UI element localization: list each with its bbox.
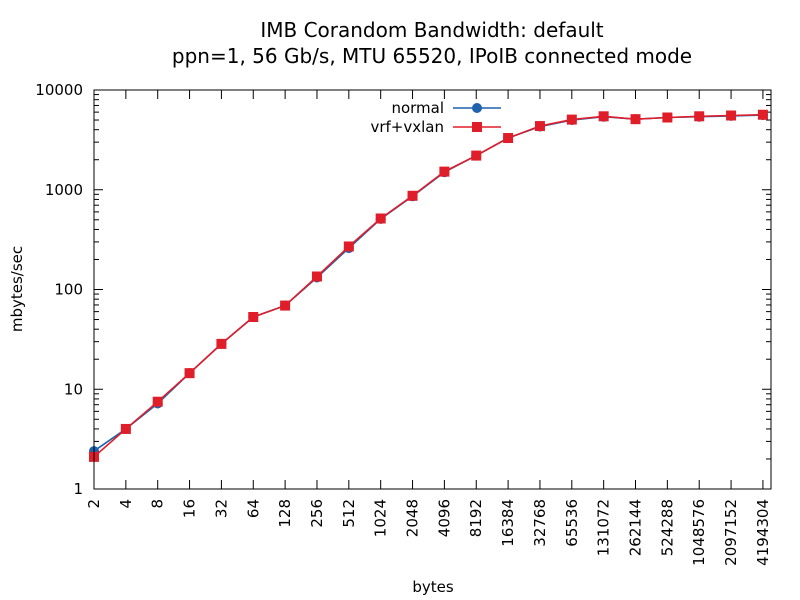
- data-point: [471, 150, 482, 161]
- series-layer: [89, 109, 768, 462]
- data-point: [248, 312, 259, 323]
- legend-marker: [472, 122, 482, 132]
- x-tick-label: 512: [340, 499, 358, 528]
- data-point: [598, 111, 609, 122]
- x-tick-label: 4096: [435, 499, 453, 537]
- x-tick-label: 64: [244, 499, 262, 518]
- x-tick-label: 32: [212, 499, 230, 518]
- data-point: [216, 338, 227, 349]
- y-tick-label: 1: [73, 480, 83, 498]
- data-point: [566, 114, 577, 125]
- x-tick-label: 524288: [658, 499, 676, 556]
- x-tick-label: 8: [149, 499, 167, 509]
- series-vrf-vxlan: [89, 109, 768, 462]
- x-tick-label: 8192: [467, 499, 485, 537]
- y-tick-label: 10: [64, 380, 83, 398]
- data-point: [757, 109, 768, 120]
- y-axis-label: mbytes/sec: [8, 246, 26, 332]
- chart-title: IMB Corandom Bandwidth: default: [260, 18, 603, 42]
- x-tick-label: 16384: [499, 499, 517, 547]
- x-tick-label: 4194304: [754, 499, 772, 566]
- x-tick-label: 2048: [404, 499, 422, 537]
- data-point: [726, 110, 737, 121]
- data-point: [311, 271, 322, 282]
- data-point: [343, 241, 354, 252]
- x-tick-label: 131072: [595, 499, 613, 556]
- data-point: [184, 368, 195, 379]
- x-tick-label: 16: [181, 499, 199, 518]
- legend-label: normal: [391, 99, 444, 117]
- x-tick-label: 1024: [372, 499, 390, 537]
- x-tick-label: 128: [276, 499, 294, 528]
- x-tick-label: 256: [308, 499, 326, 528]
- data-point: [662, 112, 673, 123]
- y-tick-label: 100: [54, 281, 83, 299]
- x-tick-label: 32768: [531, 499, 549, 547]
- axes: 1 10 100 1000 10000 2 4 8 16 32 64 128 256 512 1024 204…: [35, 81, 772, 566]
- data-point: [407, 190, 418, 201]
- data-point: [152, 396, 163, 407]
- x-tick-label: 2: [85, 499, 103, 509]
- series-line: [93, 114, 763, 452]
- series-normal: [89, 110, 768, 457]
- data-point: [694, 111, 705, 122]
- data-point: [503, 133, 514, 144]
- y-tick-label: 10000: [35, 81, 83, 99]
- chart-subtitle: ppn=1, 56 Gb/s, MTU 65520, IPoIB connect…: [172, 44, 692, 68]
- data-point: [120, 423, 131, 434]
- data-point: [439, 166, 450, 177]
- data-point: [375, 213, 386, 224]
- x-tick-label: 65536: [563, 499, 581, 547]
- x-tick-label: 262144: [627, 499, 645, 556]
- data-point: [280, 300, 291, 311]
- x-axis-label: bytes: [412, 578, 454, 596]
- x-tick-label: 2097152: [722, 499, 740, 566]
- y-tick-label: 1000: [45, 181, 83, 199]
- legend-label: vrf+vxlan: [370, 118, 444, 136]
- x-tick-label: 1048576: [690, 499, 708, 566]
- plot-frame: [93, 89, 772, 490]
- data-point: [630, 114, 641, 125]
- legend-marker: [472, 103, 482, 113]
- x-tick-label: 4: [117, 499, 135, 509]
- data-point: [534, 121, 545, 132]
- series-line: [93, 113, 763, 458]
